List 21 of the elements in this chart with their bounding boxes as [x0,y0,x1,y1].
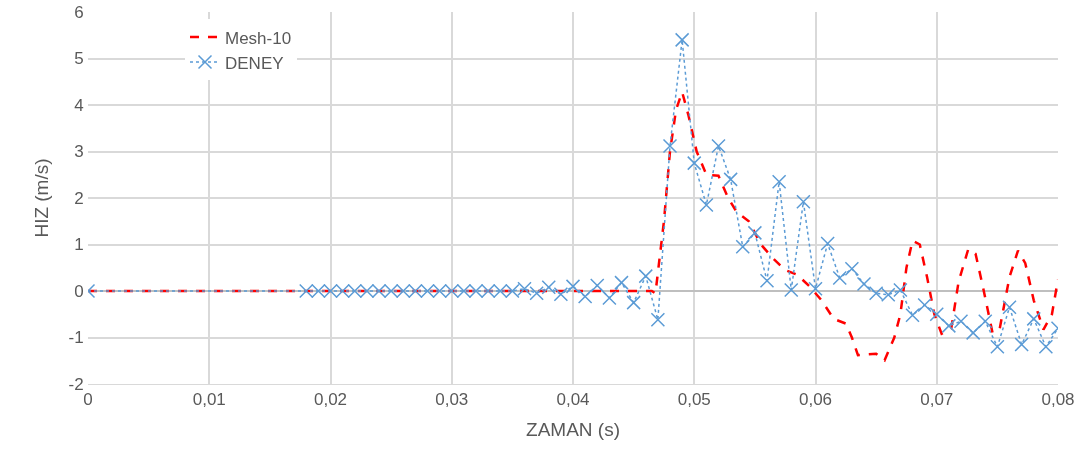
legend-label: DENEY [225,53,284,73]
y-tick-label: 0 [74,281,84,301]
x-tick-label: 0,02 [313,390,348,410]
y-tick-label: -2 [68,374,84,394]
x-tick-label: 0,01 [192,390,226,410]
x-tick-label: 0,04 [556,390,590,410]
y-tick-label: 6 [74,2,84,22]
y-tick-label: 2 [74,188,84,208]
x-tick-label: 0,03 [435,390,469,410]
y-tick-label: 1 [74,235,84,255]
y-tick-label: 3 [74,142,84,162]
x-tick-label: 0,07 [920,390,954,410]
y-axis-title: HIZ (m/s) [31,158,53,238]
x-axis-title: ZAMAN (s) [526,419,620,441]
x-tick-label: 0,06 [798,390,833,410]
x-tick-label: 0,08 [1041,390,1075,410]
y-tick-label: 5 [74,49,84,69]
y-tick-label: -1 [68,328,84,348]
legend-label: Mesh-10 [225,28,292,48]
x-tick-label: 0,05 [677,390,711,410]
y-tick-label: 4 [74,95,84,115]
